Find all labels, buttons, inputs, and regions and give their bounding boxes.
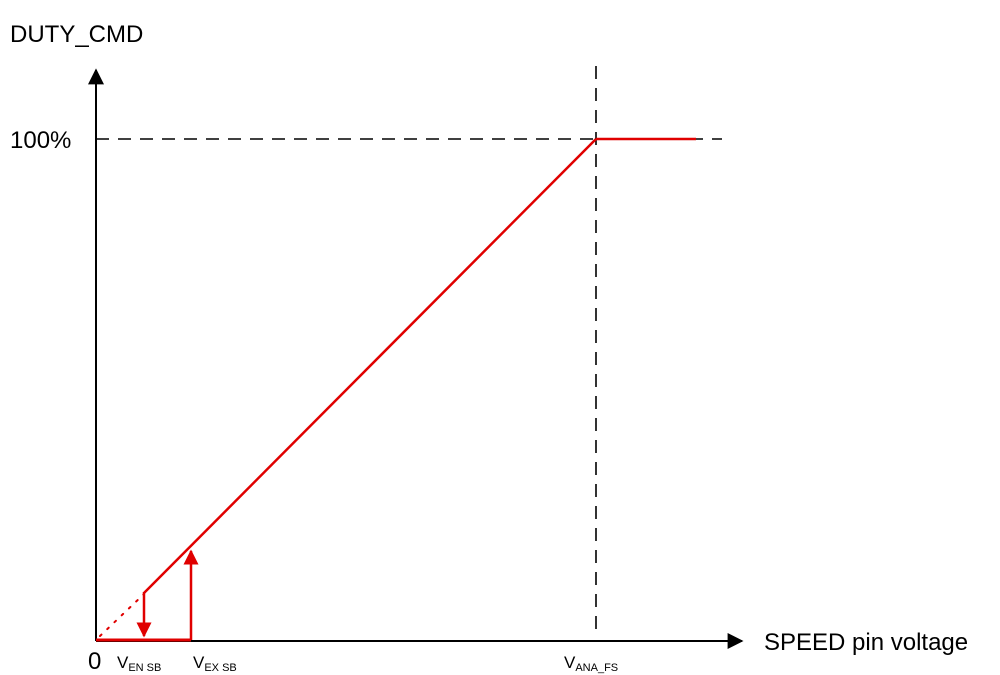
v-en-sb-label: VEN SB (117, 653, 161, 674)
origin-label: 0 (88, 648, 101, 675)
curve-dotted-extrapolation (99, 593, 145, 637)
curve-linear-ramp (143, 138, 597, 594)
y-tick-100-percent: 100% (10, 127, 71, 154)
v-ex-sb-label: VEX SB (193, 653, 237, 674)
y-axis-label: DUTY_CMD (10, 21, 143, 48)
v-ana-fs-label: VANA_FS (564, 653, 618, 674)
x-axis-label: SPEED pin voltage (764, 629, 968, 656)
